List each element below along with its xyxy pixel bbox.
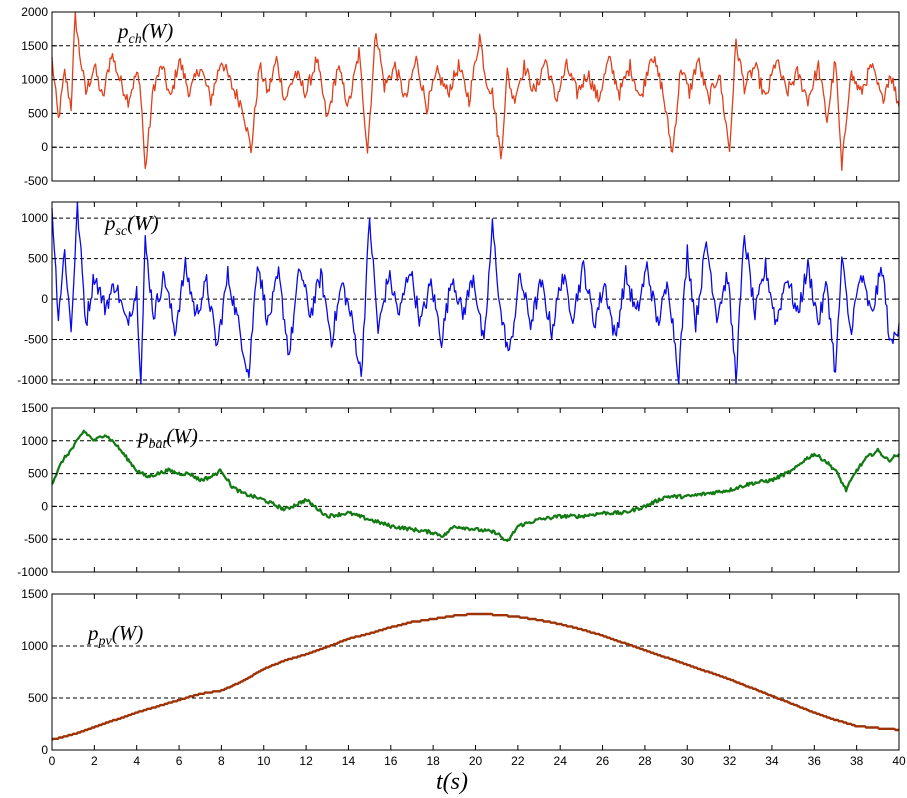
x-tick-label: 38	[850, 754, 864, 768]
panel-label-bat: pbat(W)	[136, 424, 198, 452]
panel-label-pv: ppv(W)	[86, 621, 143, 649]
y-tick-label: 0	[41, 292, 48, 306]
plot-frame	[51, 11, 900, 182]
x-tick-label: 40	[892, 754, 906, 768]
panel-label-sc: psc(W)	[103, 211, 159, 239]
y-tick-label: 1000	[21, 434, 48, 448]
x-tick-label: 28	[638, 754, 652, 768]
x-tick-label: 36	[808, 754, 822, 768]
y-tick-label: 500	[28, 252, 48, 266]
x-tick-label: 32	[723, 754, 737, 768]
y-tick-label: -500	[24, 333, 48, 347]
plot-frame	[51, 593, 900, 751]
x-tick-label: 30	[681, 754, 695, 768]
y-tick-label: 500	[28, 691, 48, 705]
x-tick-label: 10	[257, 754, 271, 768]
x-tick-label: 14	[342, 754, 356, 768]
x-tick-label: 12	[299, 754, 313, 768]
y-tick-label: -1000	[17, 373, 48, 387]
x-tick-label: 26	[596, 754, 610, 768]
panel-sc: -1000 -500 0 500 1000 psc(W)	[17, 201, 900, 387]
y-tick-label: 1500	[21, 39, 48, 53]
y-tick-label: 0	[41, 499, 48, 513]
y-tick-label: -1000	[17, 565, 48, 579]
x-tick-label: 8	[218, 754, 225, 768]
x-tick-label: 22	[511, 754, 525, 768]
y-tick-label: 1500	[21, 587, 48, 601]
y-tick-label: 0	[41, 743, 48, 757]
y-tick-label: -500	[24, 532, 48, 546]
x-tick-label: 2	[91, 754, 98, 768]
x-tick-label: 34	[765, 754, 779, 768]
series-line-ch	[51, 11, 900, 171]
y-tick-label: 1000	[21, 73, 48, 87]
x-tick-label: 20	[469, 754, 483, 768]
y-tick-label: 1500	[21, 401, 48, 415]
y-tick-label: 500	[28, 467, 48, 481]
x-axis-label: t(s)	[436, 769, 468, 795]
x-tick-label: 6	[176, 754, 183, 768]
panel-pv: 0 500 1000 1500 ppv(W)	[21, 587, 900, 757]
x-tick-label: 18	[426, 754, 440, 768]
y-tick-label: 1000	[21, 639, 48, 653]
series-line-bat	[51, 429, 900, 543]
series-line-pv	[51, 612, 900, 741]
panel-label-ch: pch(W)	[116, 19, 173, 47]
x-tick-label: 16	[384, 754, 398, 768]
y-tick-label: -500	[24, 174, 48, 188]
x-tick-label: 4	[133, 754, 140, 768]
x-tick-label: 24	[554, 754, 568, 768]
y-tick-label: 0	[41, 140, 48, 154]
y-tick-label: 2000	[21, 5, 48, 19]
y-tick-label: 500	[28, 106, 48, 120]
x-tick-label: 0	[49, 754, 56, 768]
panel-bat: -1000 -500 0 500 1000 1500 pbat(W)	[17, 401, 900, 579]
series-line-sc	[51, 201, 900, 385]
panel-ch: -500 0 500 1000 1500 2000 pch(W)	[21, 5, 900, 188]
y-tick-label: 1000	[21, 211, 48, 225]
